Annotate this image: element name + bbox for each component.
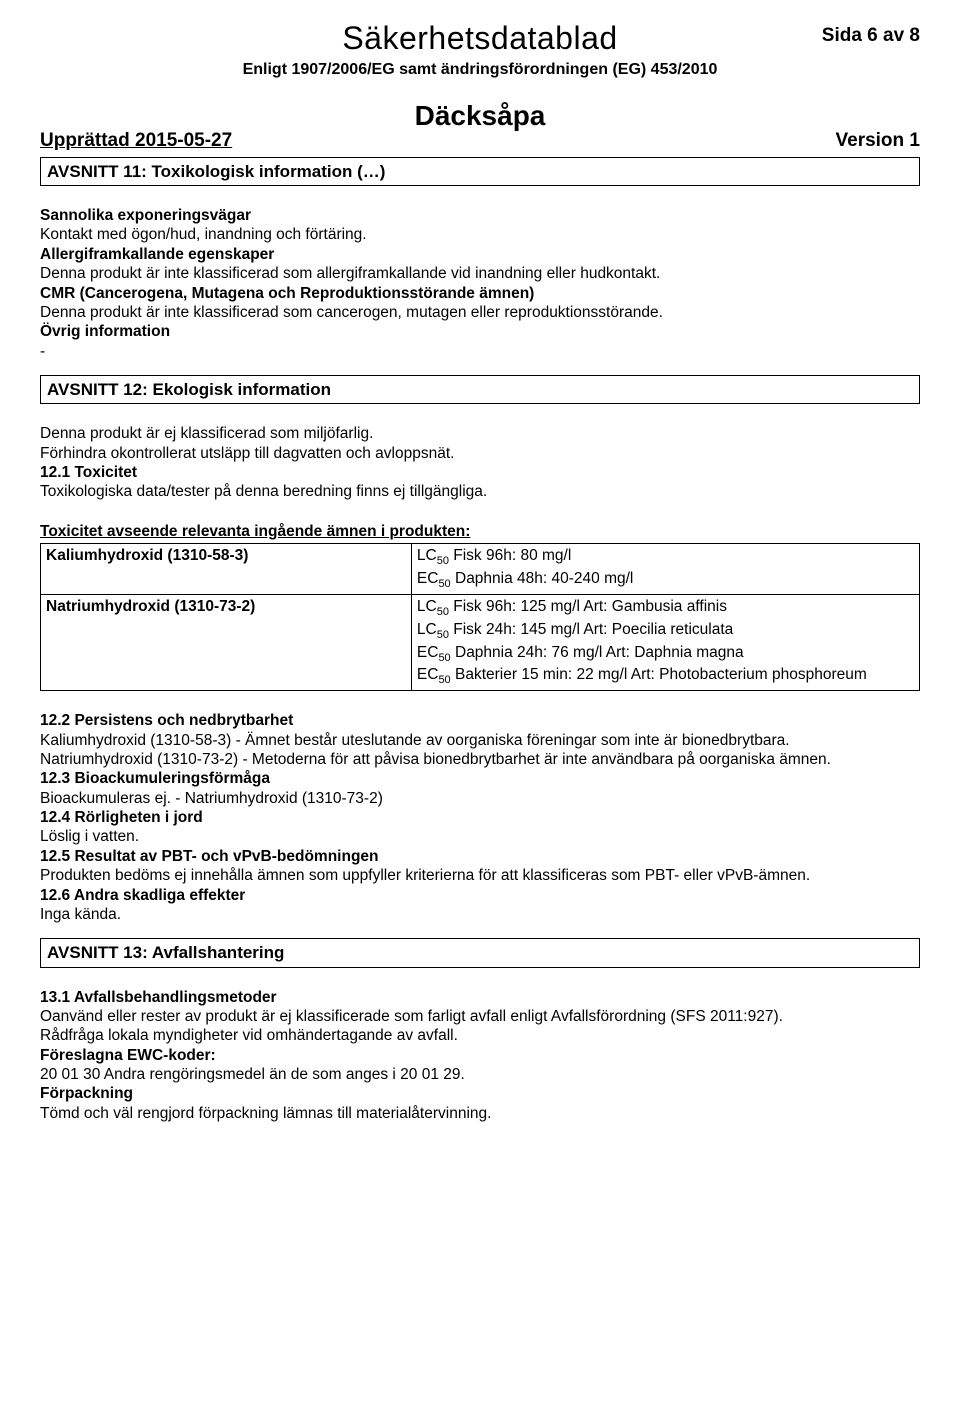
toxicity-text: Toxikologiska data/tester på denna bered… <box>40 482 920 501</box>
persistence-text-2: Natriumhydroxid (1310-73-2) - Metoderna … <box>40 750 920 769</box>
ewc-codes-text: 20 01 30 Andra rengöringsmedel än de som… <box>40 1065 920 1084</box>
section-12-title: AVSNITT 12: Ekologisk information <box>40 375 920 404</box>
exposure-routes-text: Kontakt med ögon/hud, inandning och fört… <box>40 225 920 244</box>
eco-prevent-text: Förhindra okontrollerat utsläpp till dag… <box>40 444 920 463</box>
pbt-heading: 12.5 Resultat av PBT- och vPvB-bedömning… <box>40 847 920 866</box>
waste-methods-text-1: Oanvänd eller rester av produkt är ej kl… <box>40 1007 920 1026</box>
version-label: Version 1 <box>836 129 921 153</box>
bioaccumulation-text: Bioackumuleras ej. - Natriumhydroxid (13… <box>40 789 920 808</box>
cmr-heading: CMR (Cancerogena, Mutagena och Reprodukt… <box>40 284 920 303</box>
mobility-text: Löslig i vatten. <box>40 827 920 846</box>
exposure-routes-heading: Sannolika exponeringsvägar <box>40 206 920 225</box>
substance-values: LC50 Fisk 96h: 80 mg/l EC50 Daphnia 48h:… <box>411 544 919 595</box>
document-page: Säkerhetsdatablad Enligt 1907/2006/EG sa… <box>0 0 960 1428</box>
table-row: Kaliumhydroxid (1310-58-3) LC50 Fisk 96h… <box>41 544 920 595</box>
toxicity-heading: 12.1 Toxicitet <box>40 463 920 482</box>
other-info-heading: Övrig information <box>40 322 920 341</box>
substance-name: Kaliumhydroxid (1310-58-3) <box>41 544 412 595</box>
substance-name: Natriumhydroxid (1310-73-2) <box>41 594 412 690</box>
toxicity-table-heading: Toxicitet avseende relevanta ingående äm… <box>40 522 920 541</box>
other-info-text: - <box>40 342 920 361</box>
other-effects-heading: 12.6 Andra skadliga effekter <box>40 886 920 905</box>
persistence-text-1: Kaliumhydroxid (1310-58-3) - Ämnet bestå… <box>40 731 920 750</box>
waste-methods-heading: 13.1 Avfallsbehandlingsmetoder <box>40 988 920 1007</box>
packaging-text: Tömd och väl rengjord förpackning lämnas… <box>40 1104 920 1123</box>
pbt-text: Produkten bedöms ej innehålla ämnen som … <box>40 866 920 885</box>
allergenic-heading: Allergiframkallande egenskaper <box>40 245 920 264</box>
bioaccumulation-heading: 12.3 Bioackumuleringsförmåga <box>40 769 920 788</box>
section-13-title: AVSNITT 13: Avfallshantering <box>40 938 920 967</box>
created-date: Upprättad 2015-05-27 <box>40 129 232 153</box>
cmr-text: Denna produkt är inte klassificerad som … <box>40 303 920 322</box>
product-name: Däcksåpa <box>40 98 920 133</box>
document-subtitle: Enligt 1907/2006/EG samt ändringsförordn… <box>170 60 790 80</box>
substance-values: LC50 Fisk 96h: 125 mg/l Art: Gambusia af… <box>411 594 919 690</box>
page-number: Sida 6 av 8 <box>790 18 920 48</box>
toxicity-table: Kaliumhydroxid (1310-58-3) LC50 Fisk 96h… <box>40 543 920 691</box>
allergenic-text: Denna produkt är inte klassificerad som … <box>40 264 920 283</box>
ewc-codes-heading: Föreslagna EWC-koder: <box>40 1046 920 1065</box>
table-row: Natriumhydroxid (1310-73-2) LC50 Fisk 96… <box>41 594 920 690</box>
header: Säkerhetsdatablad Enligt 1907/2006/EG sa… <box>40 18 920 80</box>
other-effects-text: Inga kända. <box>40 905 920 924</box>
eco-classification-text: Denna produkt är ej klassificerad som mi… <box>40 424 920 443</box>
mobility-heading: 12.4 Rörligheten i jord <box>40 808 920 827</box>
document-title: Säkerhetsdatablad <box>170 18 790 58</box>
section-11-title: AVSNITT 11: Toxikologisk information (…) <box>40 157 920 186</box>
packaging-heading: Förpackning <box>40 1084 920 1103</box>
persistence-heading: 12.2 Persistens och nedbrytbarhet <box>40 711 920 730</box>
waste-methods-text-2: Rådfråga lokala myndigheter vid omhänder… <box>40 1026 920 1045</box>
header-center: Säkerhetsdatablad Enligt 1907/2006/EG sa… <box>170 18 790 80</box>
